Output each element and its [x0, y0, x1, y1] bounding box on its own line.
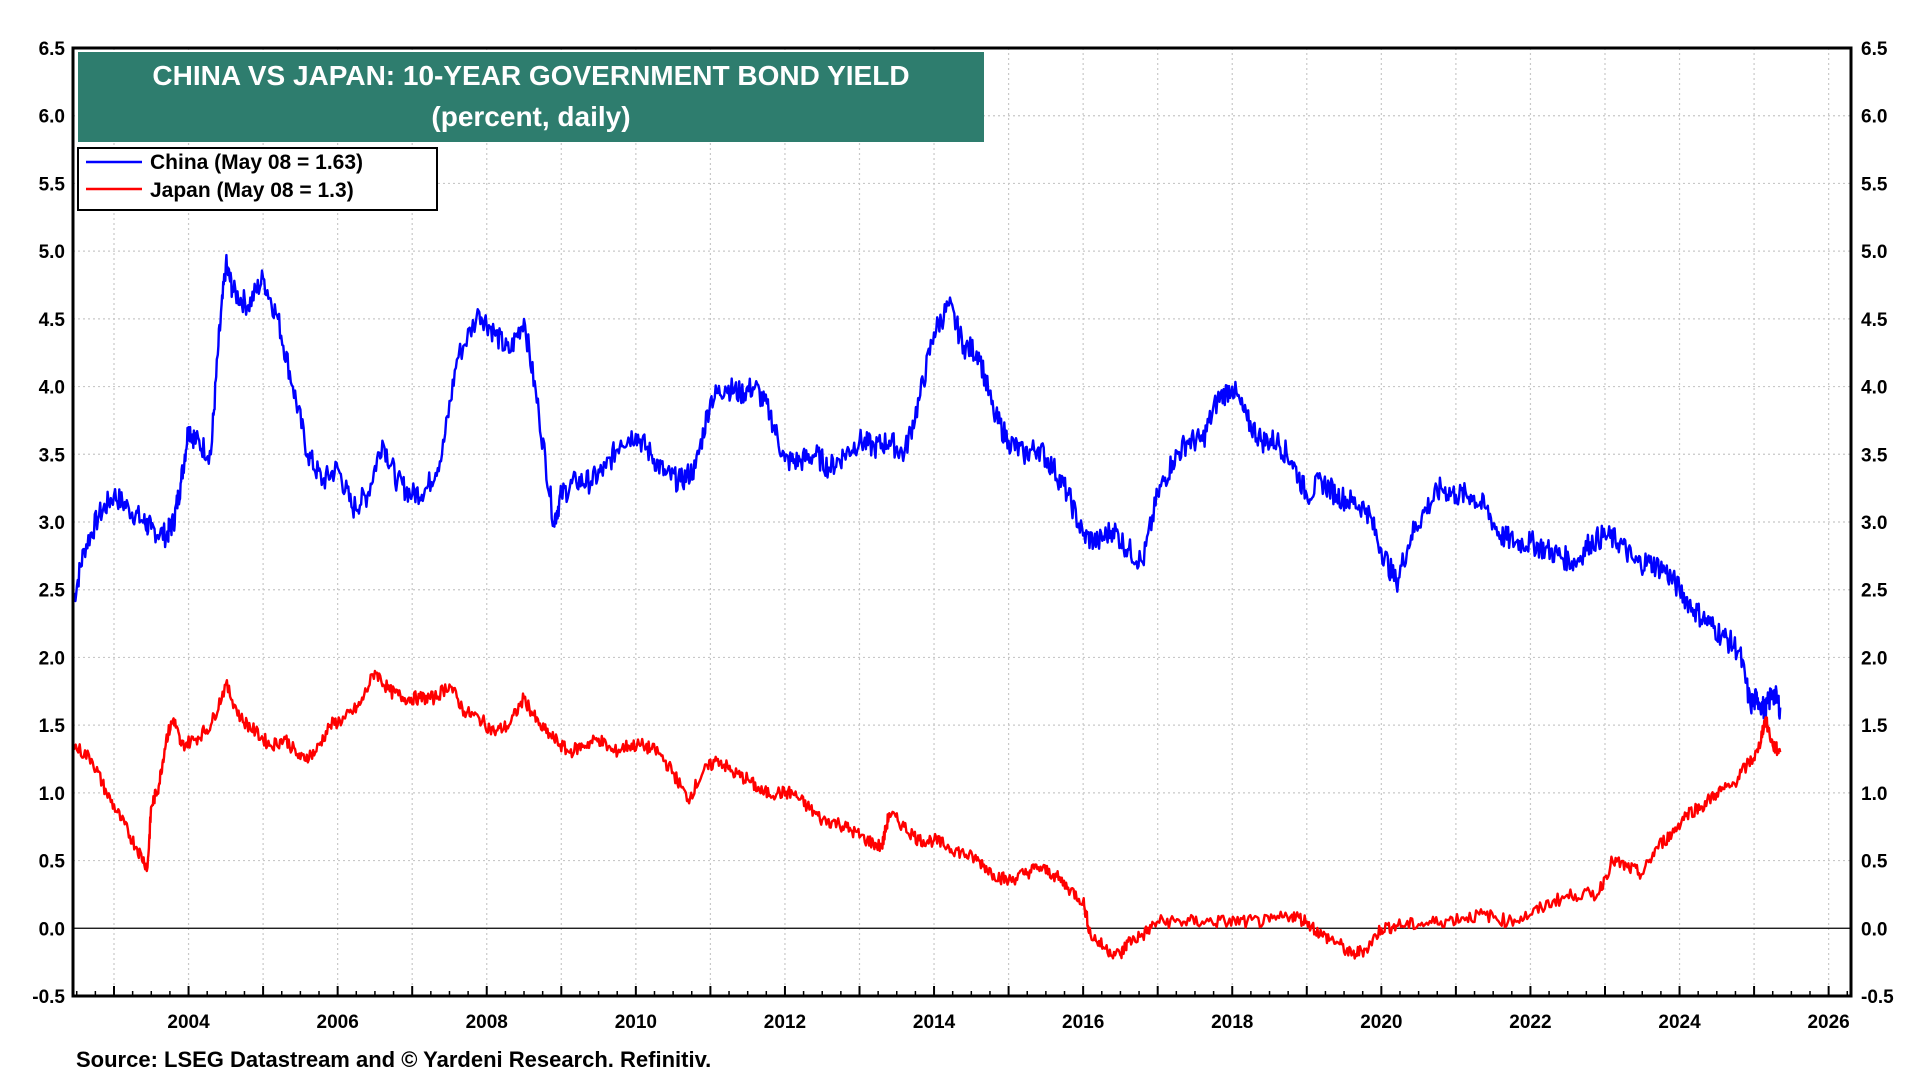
y-tick-label-right: 3.0	[1861, 513, 1887, 534]
y-tick-label-left: 2.5	[39, 581, 66, 602]
y-tick-label-left: 3.5	[39, 445, 66, 466]
y-tick-label-right: 2.5	[1861, 581, 1888, 602]
right-y-axis-labels: -0.5 0.0 0.5 1.0 1.5 2.0 2.5 3.0 3.5 4.0 4.5 5.0 5.5…	[1861, 39, 1894, 1008]
y-tick-label-left: 4.5	[39, 310, 66, 331]
plot-frame	[71, 46, 1853, 998]
y-tick-label-right: 0.5	[1861, 852, 1888, 873]
chart-subtitle: (percent, daily)	[431, 101, 630, 132]
chart-title: CHINA VS JAPAN: 10-YEAR GOVERNMENT BOND …	[152, 60, 909, 91]
x-tick-label: 2022	[1509, 1012, 1551, 1033]
x-tick-label: 2018	[1211, 1012, 1253, 1033]
y-tick-label-right: 6.0	[1861, 107, 1887, 128]
y-tick-label-left: 6.5	[39, 39, 66, 60]
x-tick-label: 2016	[1062, 1012, 1104, 1033]
y-tick-label-left: 4.0	[39, 378, 65, 399]
y-tick-label-right: -0.5	[1861, 987, 1894, 1008]
x-tick-label: 2012	[764, 1012, 806, 1033]
y-tick-label-left: 6.0	[39, 107, 65, 128]
y-tick-label-left: 0.0	[39, 919, 65, 940]
legend-label-japan: Japan (May 08 = 1.3)	[150, 179, 354, 202]
y-tick-label-left: -0.5	[32, 987, 65, 1008]
x-tick-label: 2006	[317, 1012, 359, 1033]
y-tick-label-right: 1.5	[1861, 716, 1888, 737]
y-tick-label-left: 1.5	[39, 716, 66, 737]
x-tick-label: 2020	[1360, 1012, 1402, 1033]
x-tick-label: 2024	[1658, 1012, 1701, 1033]
x-tick-label: 2010	[615, 1012, 657, 1033]
series-layer	[71, 253, 1782, 960]
grid	[73, 48, 1851, 996]
legend: China (May 08 = 1.63) Japan (May 08 = 1.…	[77, 147, 438, 211]
title-background	[78, 52, 984, 142]
x-tick-label: 2026	[1807, 1012, 1849, 1033]
source-note: Source: LSEG Datastream and © Yardeni Re…	[76, 1047, 711, 1072]
y-tick-label-right: 4.0	[1861, 378, 1887, 399]
y-tick-label-left: 5.0	[39, 242, 65, 263]
y-tick-label-right: 5.0	[1861, 242, 1887, 263]
x-tick-label: 2004	[167, 1012, 210, 1033]
legend-label-china: China (May 08 = 1.63)	[150, 151, 363, 174]
y-tick-label-left: 3.0	[39, 513, 65, 534]
y-tick-label-left: 0.5	[39, 852, 66, 873]
series-line-china	[71, 253, 1782, 724]
series-line-japan	[71, 669, 1782, 960]
y-tick-label-right: 0.0	[1861, 919, 1887, 940]
y-tick-label-right: 2.0	[1861, 648, 1887, 669]
x-tick-label: 2014	[913, 1012, 956, 1033]
y-tick-label-right: 3.5	[1861, 445, 1888, 466]
legend-box	[77, 147, 438, 211]
y-tick-label-right: 4.5	[1861, 310, 1888, 331]
y-tick-label-right: 6.5	[1861, 39, 1888, 60]
y-tick-label-right: 1.0	[1861, 784, 1887, 805]
x-tick-label: 2008	[466, 1012, 508, 1033]
y-tick-label-left: 5.5	[39, 174, 66, 195]
title-box: CHINA VS JAPAN: 10-YEAR GOVERNMENT BOND …	[78, 52, 984, 142]
x-axis-labels: 2004 2006 2008 2010 2012 2014 2016 2018 2020 2022…	[167, 1012, 1849, 1033]
left-y-axis-labels: -0.5 0.0 0.5 1.0 1.5 2.0 2.5 3.0 3.5 4.0 4.5 5.0 5.5…	[32, 39, 65, 1008]
y-tick-label-left: 2.0	[39, 648, 65, 669]
y-tick-label-right: 5.5	[1861, 174, 1888, 195]
ticks	[75, 986, 1849, 996]
y-tick-label-left: 1.0	[39, 784, 65, 805]
